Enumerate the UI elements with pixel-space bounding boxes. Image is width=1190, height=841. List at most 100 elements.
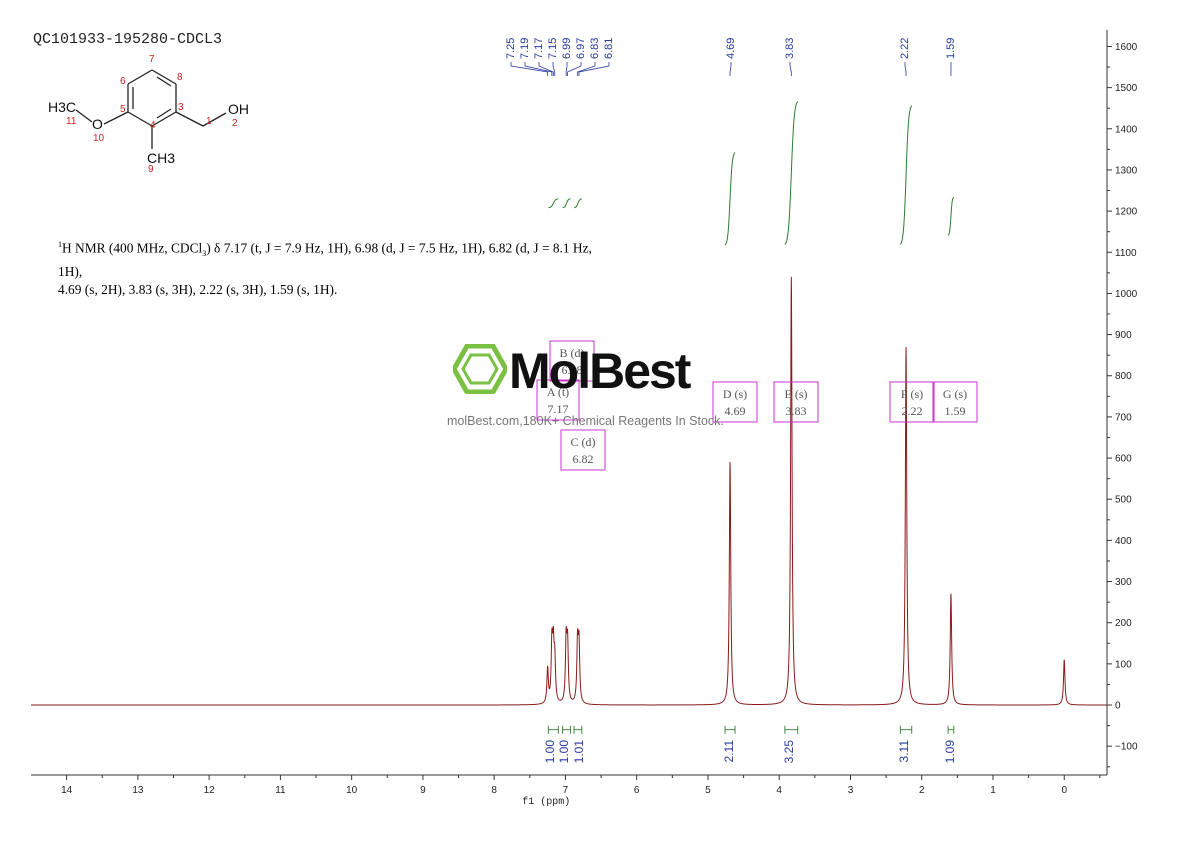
peak-label: 7.25 xyxy=(505,38,517,59)
integral-curve xyxy=(724,152,736,246)
multiplet-type: D (s) xyxy=(723,387,747,401)
multiplet-shift: 6.82 xyxy=(573,452,594,466)
peak-leader-line xyxy=(538,62,554,76)
watermark: MolBest molBest.com,180K+ Chemical Reage… xyxy=(447,336,753,436)
x-tick-label: 10 xyxy=(346,785,358,796)
multiplet-type: B (d) xyxy=(560,346,585,360)
y-tick-label: 600 xyxy=(1115,454,1132,465)
peak-label: 6.81 xyxy=(603,38,615,59)
nmr-description-line1: ) δ 7.17 (t, J = 7.9 Hz, 1H), 6.98 (d, J… xyxy=(58,240,592,280)
multiplet-shift: 2.22 xyxy=(902,404,923,418)
double-bond xyxy=(156,76,172,87)
y-tick-label: 200 xyxy=(1115,618,1132,629)
peak-leader-line xyxy=(567,62,582,76)
integral-bracket xyxy=(947,725,955,734)
y-tick-label: 1300 xyxy=(1115,165,1138,176)
bond xyxy=(103,111,129,125)
y-tick-label: 100 xyxy=(1115,659,1132,670)
x-tick-label: 1 xyxy=(990,785,996,796)
x-tick-label: 2 xyxy=(919,785,925,796)
spectrum-line xyxy=(31,276,1107,706)
integral-curve xyxy=(899,105,913,245)
multiplet-type: C (d) xyxy=(571,435,596,449)
atom-number: 7 xyxy=(149,54,155,65)
peak-label: 7.15 xyxy=(547,38,559,59)
y-tick-label: 300 xyxy=(1115,577,1132,588)
atom-labels: H3C O OH CH3 xyxy=(48,99,249,166)
nmr-description-prefix: H NMR (400 MHz, CDCl xyxy=(62,240,203,256)
double-bond xyxy=(156,108,172,119)
nmr-solvent-subscript: 3 xyxy=(202,249,207,259)
integral-value: 3.25 xyxy=(782,740,796,764)
peak-label: 2.22 xyxy=(899,38,911,59)
x-tick-label: 5 xyxy=(705,785,711,796)
integral-bracket xyxy=(573,725,583,734)
atom-number: 5 xyxy=(120,104,126,115)
sample-id: QC101933-195280-CDCL3 xyxy=(33,31,223,48)
peak-leader-line xyxy=(789,62,792,76)
integral-bracket xyxy=(562,725,571,734)
y-tick-label: 1100 xyxy=(1115,248,1137,259)
integral-bracket xyxy=(899,725,913,734)
integral-value: 2.11 xyxy=(722,740,736,763)
atom-label-oh: OH xyxy=(228,101,249,117)
atom-number: 8 xyxy=(177,72,183,83)
y-tick-label: 1200 xyxy=(1115,207,1138,218)
y-tick-label: 1600 xyxy=(1115,42,1138,53)
integral-bracket xyxy=(784,725,799,734)
x-tick-label: 0 xyxy=(1061,785,1067,796)
multiplet-box xyxy=(536,379,580,421)
atom-label-h3c: H3C xyxy=(48,99,76,115)
atom-number: 10 xyxy=(93,133,105,144)
multiplet-shift: 4.69 xyxy=(725,404,746,418)
peak-leader-line xyxy=(565,62,568,76)
x-tick-label: 11 xyxy=(275,785,286,796)
integral-curve xyxy=(784,101,799,245)
x-tick-label: 7 xyxy=(563,785,569,796)
peak-label: 6.83 xyxy=(589,38,601,59)
multiplet-type: E (s) xyxy=(785,387,808,401)
nmr-nucleus-superscript: 1 xyxy=(58,240,62,249)
integral-curve xyxy=(562,198,571,209)
y-tick-label: 500 xyxy=(1115,495,1132,506)
atom-number: 3 xyxy=(178,102,184,113)
y-tick-label: −100 xyxy=(1115,742,1138,753)
peak-label: 3.83 xyxy=(784,38,796,59)
multiplet-shift: 7.17 xyxy=(548,402,569,416)
peak-leader-line xyxy=(578,62,610,76)
x-tick-label: 3 xyxy=(848,785,854,796)
bond xyxy=(75,109,93,123)
integral-value: 1.09 xyxy=(943,740,957,764)
x-tick-label: 9 xyxy=(420,785,426,796)
x-tick-label: 14 xyxy=(61,785,73,796)
peak-leader-line xyxy=(577,62,596,76)
y-tick-label: 1500 xyxy=(1115,83,1138,94)
multiplet-box xyxy=(712,381,758,423)
multiplet-type: A (t) xyxy=(547,385,569,399)
bond xyxy=(151,69,177,85)
multiplet-box xyxy=(773,381,819,423)
integral-bracket xyxy=(547,725,559,734)
x-tick-label: 13 xyxy=(132,785,144,796)
y-tick-label: 1000 xyxy=(1115,289,1138,300)
y-tick-label: 700 xyxy=(1115,412,1132,423)
multiplet-shift: 1.59 xyxy=(945,404,966,418)
atom-number: 9 xyxy=(148,164,154,175)
atom-number: 11 xyxy=(66,116,77,127)
watermark-tagline: molBest.com,180K+ Chemical Reagents In S… xyxy=(447,414,724,428)
y-tick-label: 1400 xyxy=(1115,124,1138,135)
integral-value: 1.00 xyxy=(543,740,557,764)
atom-number: 4 xyxy=(150,120,156,131)
y-tick-label: 0 xyxy=(1115,701,1121,712)
molecule-structure xyxy=(75,69,227,149)
molbest-logo-icon xyxy=(453,344,507,394)
x-tick-label: 6 xyxy=(634,785,640,796)
peak-leader-line xyxy=(904,62,907,76)
bond xyxy=(151,111,177,127)
atom-number: 2 xyxy=(232,118,238,129)
multiplet-box xyxy=(560,429,606,471)
peak-leader-line xyxy=(729,62,732,76)
watermark-brand: MolBest xyxy=(509,343,691,399)
atom-label-o: O xyxy=(92,116,103,132)
